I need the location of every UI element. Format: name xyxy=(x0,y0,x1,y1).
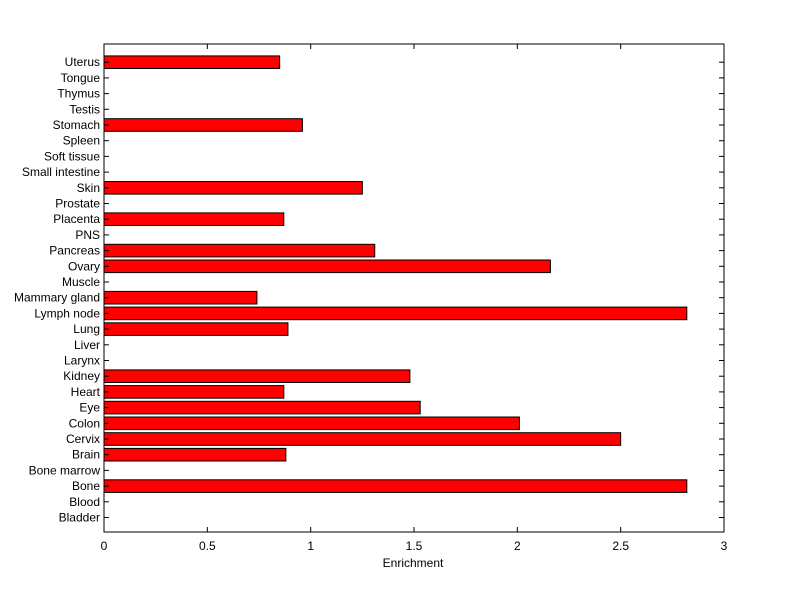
y-tick-label-pns: PNS xyxy=(75,228,100,242)
y-tick-label-pancreas: Pancreas xyxy=(49,244,100,258)
x-tick-label-6: 3 xyxy=(721,539,728,553)
y-tick-label-colon: Colon xyxy=(69,416,100,430)
x-tick-label-3: 1.5 xyxy=(406,539,423,553)
y-tick-label-eye: Eye xyxy=(79,401,100,415)
y-tick-label-larynx: Larynx xyxy=(64,354,100,368)
y-tick-label-uterus: Uterus xyxy=(65,55,100,69)
y-tick-label-cervix: Cervix xyxy=(66,432,100,446)
y-tick-label-thymus: Thymus xyxy=(57,87,100,101)
x-tick-label-4: 2 xyxy=(514,539,521,553)
bar-heart xyxy=(103,385,285,399)
bar-brain xyxy=(103,447,287,462)
y-tick-label-tongue: Tongue xyxy=(61,71,101,85)
y-tick-label-small-intestine: Small intestine xyxy=(22,165,100,179)
y-tick-label-kidney: Kidney xyxy=(63,369,100,383)
bar-stomach xyxy=(103,118,303,132)
y-tick-label-placenta: Placenta xyxy=(53,212,100,226)
y-tick-label-soft-tissue: Soft tissue xyxy=(44,149,100,163)
bar-cervix xyxy=(103,432,622,446)
y-tick-label-stomach: Stomach xyxy=(53,118,100,132)
y-tick-label-brain: Brain xyxy=(72,448,100,462)
x-tick-label-1: 0.5 xyxy=(199,539,216,553)
bar-uterus xyxy=(103,55,281,70)
y-tick-label-blood: Blood xyxy=(69,495,100,509)
bar-lymph-node xyxy=(103,306,688,321)
y-tick-label-mammary-gland: Mammary gland xyxy=(14,291,100,305)
y-tick-label-bone: Bone xyxy=(72,479,100,493)
x-axis-label: Enrichment xyxy=(383,556,444,570)
y-tick-label-lymph-node: Lymph node xyxy=(34,306,100,320)
bar-kidney xyxy=(103,369,411,383)
x-tick-labels: 0 0.5 1 1.5 2 2.5 3 xyxy=(101,539,728,553)
y-tick-label-bone-marrow: Bone marrow xyxy=(29,463,101,477)
bar-bone xyxy=(103,479,688,493)
y-tick-label-muscle: Muscle xyxy=(62,275,100,289)
x-tick-label-2: 1 xyxy=(307,539,314,553)
bar-mammary-gland xyxy=(103,290,258,305)
y-tick-label-testis: Testis xyxy=(69,102,100,116)
bar-skin xyxy=(103,181,363,195)
bar-placenta xyxy=(103,212,285,226)
y-tick-label-skin: Skin xyxy=(77,181,100,195)
x-tick-label-5: 2.5 xyxy=(612,539,629,553)
bar-colon xyxy=(103,416,520,431)
y-tick-label-lung: Lung xyxy=(73,322,100,336)
bar-ovary xyxy=(103,259,551,274)
y-tick-label-liver: Liver xyxy=(74,338,100,352)
bar-eye xyxy=(103,400,421,415)
y-tick-label-ovary: Ovary xyxy=(68,259,100,273)
axes-frame xyxy=(103,43,725,533)
y-tick-label-bladder: Bladder xyxy=(59,511,100,525)
y-tick-label-heart: Heart xyxy=(71,385,101,399)
y-tick-label-spleen: Spleen xyxy=(63,134,100,148)
x-tick-label-0: 0 xyxy=(101,539,108,553)
bars-group xyxy=(103,55,688,493)
bar-pancreas xyxy=(103,243,376,258)
y-tick-label-prostate: Prostate xyxy=(55,197,100,211)
bar-lung xyxy=(103,322,289,336)
